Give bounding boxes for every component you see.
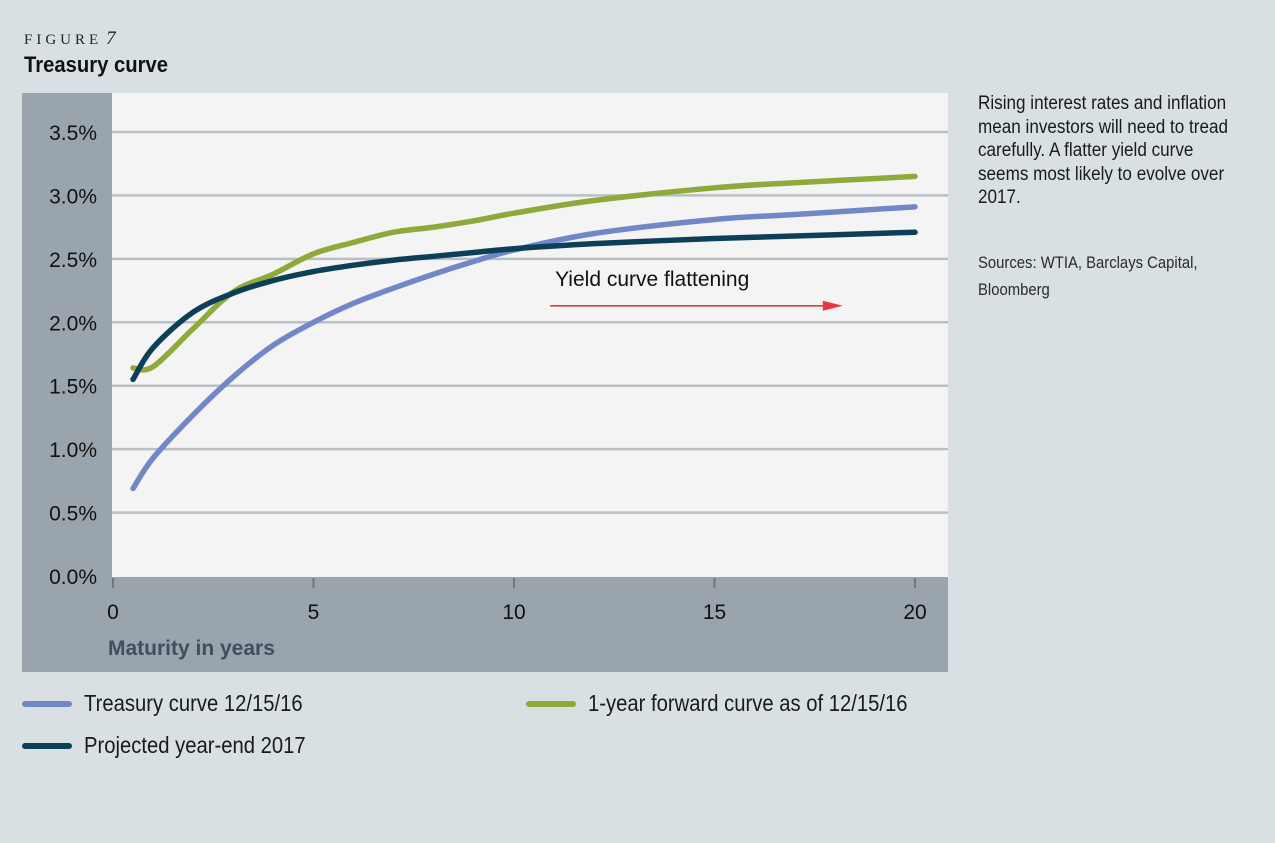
figure-number: 7	[106, 28, 116, 49]
sources-text: Sources: WTIA, Barclays Capital, Bloombe…	[978, 254, 1198, 299]
commentary-text: Rising interest rates and inflation mean…	[978, 93, 1228, 208]
annotation-text: Yield curve flattening	[555, 268, 749, 291]
y-tick-label: 1.0%	[49, 439, 97, 462]
x-tick-label: 10	[502, 601, 525, 624]
legend-item-forward: 1-year forward curve as of 12/15/16	[526, 690, 951, 717]
annotation-arrowhead	[822, 300, 843, 311]
x-axis-label: Maturity in years	[108, 637, 275, 660]
legend-swatch-projected	[22, 742, 72, 749]
y-tick-label: 0.5%	[49, 503, 97, 526]
legend-label-forward: 1-year forward curve as of 12/15/16	[588, 690, 908, 716]
annotation: Yield curve flattening	[550, 268, 843, 311]
series-treasury-curve	[130, 204, 918, 492]
y-tick-label: 0.0%	[49, 566, 97, 589]
series-projected-2017	[130, 229, 918, 383]
y-tick-label: 1.5%	[49, 376, 97, 399]
legend-item-projected: Projected year-end 2017	[22, 732, 336, 759]
legend-swatch-forward	[526, 700, 576, 707]
x-tick-label: 20	[903, 601, 926, 624]
y-tick-label: 2.5%	[49, 249, 97, 272]
y-tick-label: 2.0%	[49, 312, 97, 335]
x-axis: 0 5 10 15 20	[107, 578, 927, 624]
chart-title: Treasury curve	[24, 52, 169, 77]
x-tick-label: 15	[703, 601, 726, 624]
y-tick-label: 3.5%	[49, 122, 97, 145]
figure-label: FIGURE 7	[24, 28, 116, 50]
legend-item-treasury: Treasury curve 12/15/16	[22, 690, 332, 717]
legend-label-projected: Projected year-end 2017	[84, 732, 306, 758]
x-tick-label: 0	[107, 601, 119, 624]
x-tick-label: 5	[308, 601, 320, 624]
y-tick-label: 3.0%	[49, 185, 97, 208]
y-axis: 0.0% 0.5% 1.0% 1.5% 2.0% 2.5% 3.0% 3.5%	[49, 122, 97, 589]
gridlines	[112, 130, 948, 514]
legend-swatch-treasury	[22, 700, 72, 707]
legend-label-treasury: Treasury curve 12/15/16	[84, 690, 303, 716]
series-lines	[130, 173, 918, 492]
plot-area	[112, 93, 948, 577]
series-forward-curve	[130, 173, 918, 373]
figure-label-text: FIGURE	[24, 32, 103, 48]
